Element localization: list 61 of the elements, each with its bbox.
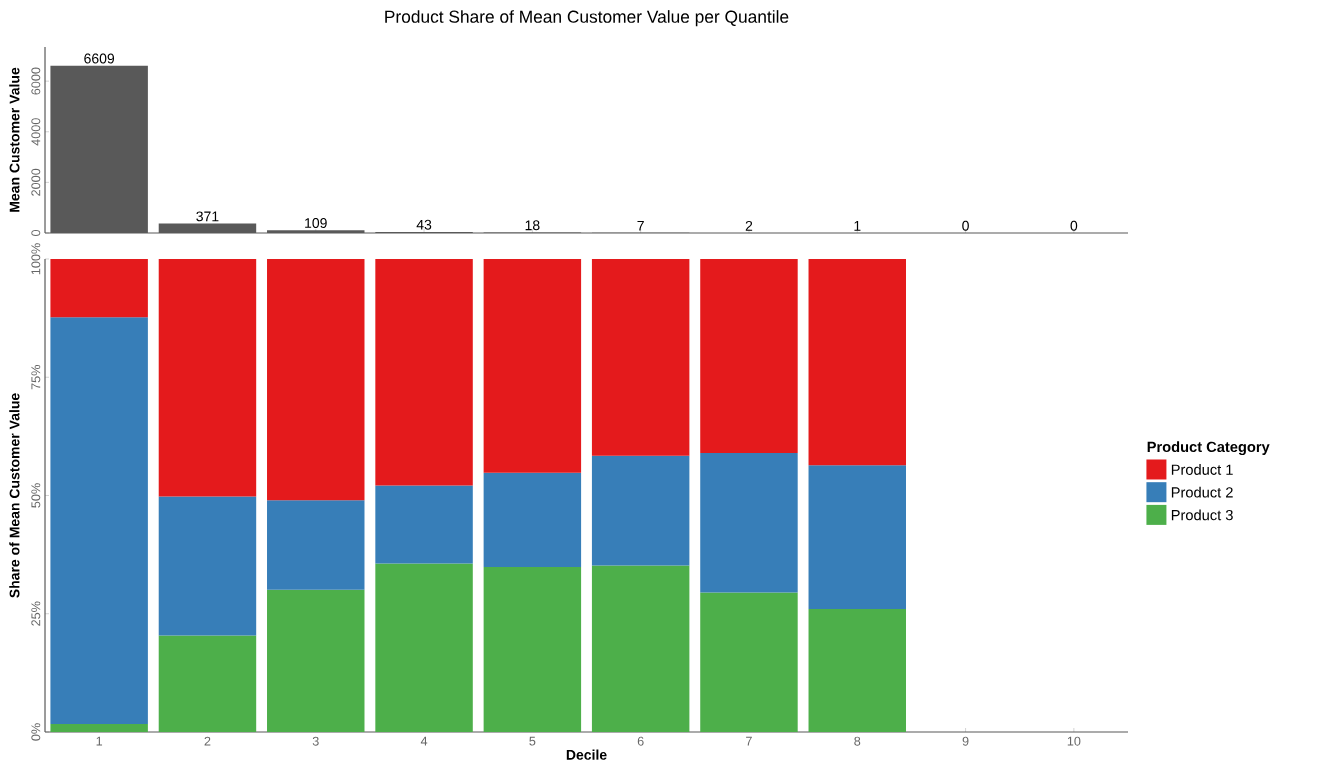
bar xyxy=(375,563,473,732)
legend-label: Product 2 xyxy=(1171,486,1233,498)
x-tick-label: 8 xyxy=(854,736,861,746)
bar xyxy=(158,259,257,497)
y-tick-label: 2000 xyxy=(31,168,41,196)
x-axis-title: Decile xyxy=(566,749,607,760)
y-tick-label: 75% xyxy=(31,365,41,390)
y-axis-title: Share of Mean Customer Value xyxy=(9,393,20,598)
y-axis-title: Mean Customer Value xyxy=(9,67,20,212)
y-tick-label: 100% xyxy=(31,243,41,275)
bar xyxy=(808,259,906,466)
bar xyxy=(158,635,257,732)
legend-title: Product Category xyxy=(1147,441,1270,456)
chart-title: Product Share of Mean Customer Value per Quantile xyxy=(385,10,789,27)
data-label: 18 xyxy=(525,220,540,231)
bar xyxy=(483,472,582,567)
bar xyxy=(808,609,906,732)
bar xyxy=(483,566,582,732)
x-tick-label: 5 xyxy=(529,736,536,746)
data-label: 371 xyxy=(196,211,219,222)
data-label: 0 xyxy=(1070,220,1078,231)
data-label: 0 xyxy=(962,220,969,231)
bar xyxy=(700,452,798,593)
x-tick-label: 1 xyxy=(96,736,103,746)
x-tick-label: 9 xyxy=(962,736,969,746)
data-label: 1 xyxy=(854,221,861,231)
bar xyxy=(591,259,690,456)
data-label: 2 xyxy=(745,220,753,231)
bar xyxy=(50,723,148,732)
bar xyxy=(700,259,798,453)
bar xyxy=(700,592,798,732)
y-tick-label: 4000 xyxy=(31,118,41,146)
legend-label: Product 3 xyxy=(1171,509,1233,521)
x-tick-label: 7 xyxy=(746,736,752,746)
bar xyxy=(50,317,148,724)
bar xyxy=(50,259,148,318)
x-tick-label: 2 xyxy=(204,736,211,746)
data-label: 109 xyxy=(305,218,327,228)
bar xyxy=(375,259,473,486)
data-label: 43 xyxy=(416,219,432,230)
x-tick-label: 6 xyxy=(637,736,644,746)
bar xyxy=(267,259,365,501)
x-tick-label: 4 xyxy=(420,736,428,746)
bar xyxy=(808,465,906,610)
x-tick-label: 3 xyxy=(312,736,319,746)
bar xyxy=(591,455,690,566)
bar xyxy=(267,500,365,590)
y-tick-label: 0% xyxy=(31,723,41,741)
data-label: 6609 xyxy=(84,53,115,64)
legend-label: Product 1 xyxy=(1171,464,1233,475)
data-label: 7 xyxy=(637,220,644,231)
bar xyxy=(267,589,365,732)
y-tick-label: 6000 xyxy=(31,67,41,95)
y-tick-label: 50% xyxy=(31,483,41,508)
x-tick-label: 10 xyxy=(1067,736,1081,746)
bar xyxy=(158,496,257,636)
bar xyxy=(375,485,473,564)
bar xyxy=(483,259,582,473)
y-tick-label: 25% xyxy=(31,601,41,626)
y-tick-label: 0 xyxy=(31,229,41,237)
bar xyxy=(591,565,690,732)
